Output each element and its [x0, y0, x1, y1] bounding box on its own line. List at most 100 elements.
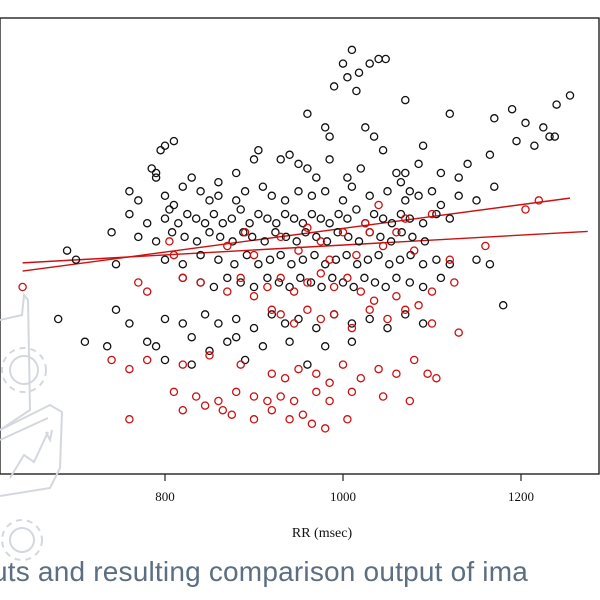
data-point — [174, 218, 183, 228]
data-point — [192, 237, 202, 246]
data-point — [240, 187, 250, 196]
data-point — [320, 424, 330, 433]
data-point — [545, 132, 554, 141]
data-point — [178, 405, 188, 415]
data-point — [352, 86, 361, 96]
data-point — [125, 415, 134, 424]
data-point — [374, 364, 383, 374]
data-point — [445, 109, 455, 119]
data-point — [383, 187, 392, 196]
data-point — [347, 337, 357, 347]
data-point — [498, 301, 508, 310]
data-point — [312, 387, 321, 397]
data-point — [347, 323, 357, 333]
data-point — [343, 173, 352, 182]
data-point — [134, 278, 143, 287]
data-point — [386, 237, 396, 246]
data-point — [151, 237, 161, 246]
x-tick-label: 1000 — [330, 489, 356, 504]
data-point — [18, 282, 27, 292]
data-point — [338, 196, 348, 205]
data-point — [507, 104, 517, 114]
data-point — [214, 191, 223, 201]
data-point — [187, 173, 196, 182]
data-point — [263, 396, 272, 406]
data-point — [432, 209, 441, 219]
data-point — [267, 305, 277, 315]
data-point — [365, 191, 374, 201]
data-point — [369, 132, 379, 141]
data-point — [378, 241, 388, 251]
data-point — [381, 282, 390, 292]
data-point — [125, 209, 134, 219]
data-point — [231, 196, 241, 205]
data-point — [142, 355, 152, 365]
x-ticks: 800 1000 1200 — [155, 474, 534, 504]
data-point — [263, 273, 272, 283]
data-point — [242, 250, 252, 260]
data-point — [392, 168, 401, 178]
data-point — [565, 91, 575, 100]
data-point — [223, 241, 232, 251]
data-point — [205, 228, 214, 237]
data-point — [485, 150, 495, 160]
data-point — [111, 259, 121, 269]
data-point — [178, 259, 188, 269]
data-point — [183, 209, 192, 219]
data-point — [200, 218, 210, 228]
data-point — [303, 360, 312, 369]
data-point — [287, 259, 296, 269]
data-point — [249, 323, 259, 333]
data-point — [454, 328, 463, 337]
data-point — [420, 237, 430, 246]
data-point — [151, 168, 161, 178]
data-point — [427, 287, 437, 296]
data-point — [274, 278, 284, 287]
data-point — [178, 319, 188, 328]
data-point — [125, 364, 134, 374]
data-point — [490, 182, 499, 191]
data-point — [249, 415, 259, 424]
data-point — [325, 378, 334, 388]
data-point — [294, 246, 303, 255]
data-point — [209, 209, 219, 219]
data-point — [423, 369, 432, 378]
data-point — [512, 136, 521, 146]
data-point — [289, 319, 299, 328]
data-point — [223, 287, 232, 296]
data-point — [187, 332, 196, 342]
data-point — [414, 159, 423, 169]
data-point — [258, 182, 268, 191]
data-point — [272, 218, 281, 228]
data-point — [303, 305, 312, 315]
data-point — [343, 273, 352, 283]
data-point — [338, 59, 348, 68]
data-point — [427, 209, 437, 219]
data-point — [298, 218, 308, 228]
data-point — [285, 282, 294, 292]
data-point — [180, 232, 189, 242]
data-point — [218, 405, 228, 415]
data-point — [178, 360, 188, 369]
data-point — [298, 255, 308, 264]
data-point — [418, 141, 428, 150]
data-point — [317, 282, 326, 292]
data-point — [245, 218, 254, 228]
data-point — [356, 373, 366, 383]
data-point — [401, 196, 410, 205]
data-point — [205, 351, 214, 360]
data-point — [53, 314, 63, 324]
regression-lines — [22, 197, 588, 272]
data-point — [205, 196, 214, 205]
data-point — [322, 237, 332, 246]
data-point — [62, 246, 72, 255]
data-point — [383, 323, 392, 333]
data-point — [360, 273, 369, 283]
data-point — [343, 73, 352, 82]
data-point — [200, 310, 210, 319]
data-point — [361, 218, 370, 228]
data-point — [134, 196, 143, 205]
regression-line — [22, 230, 588, 264]
data-point — [481, 241, 490, 251]
